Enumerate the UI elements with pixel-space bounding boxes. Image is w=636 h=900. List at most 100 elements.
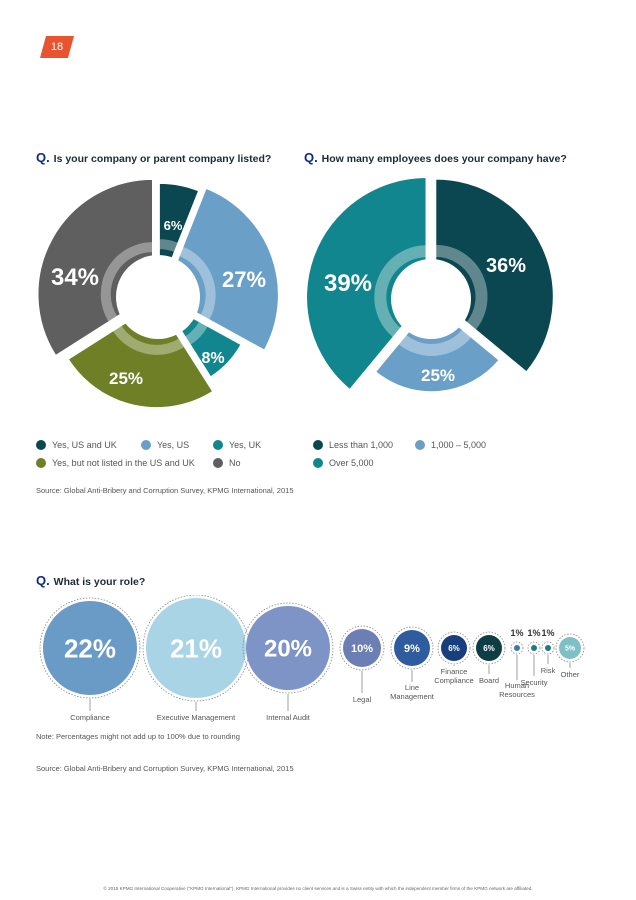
question-text: What is your role? (53, 576, 146, 588)
slice-wedge (374, 302, 501, 393)
bubble-dotted-ring (527, 641, 541, 655)
legend-swatch (415, 440, 425, 450)
page-badge-shape (40, 36, 74, 58)
bubble-value-label: 5% (565, 646, 576, 653)
legend-label: Yes, but not listed in the US and UK (52, 458, 195, 468)
role-bubble: 1% Risk (541, 628, 556, 675)
bubble-value-label: 10% (351, 643, 373, 655)
slice-wedge (67, 301, 214, 409)
question-text: How many employees does your company hav… (321, 153, 567, 165)
bubble-dotted-ring (437, 631, 471, 665)
pie-slice (67, 301, 214, 409)
legend-swatch (141, 440, 151, 450)
bubble-value-label: 21% (170, 633, 222, 663)
bubble-dotted-ring (39, 597, 141, 699)
legend-swatch (213, 458, 223, 468)
legend-item: Yes, US and UK (36, 440, 117, 450)
legend-item: Yes, US (141, 440, 189, 450)
bubble-category-label: Executive Management (157, 713, 236, 722)
bubble-value-label: 1% (510, 628, 523, 638)
bubble-category-label: Legal (353, 695, 372, 704)
role-bubble: 6% Finance Compliance (434, 631, 474, 685)
slice-wedge (305, 176, 428, 391)
legend-swatch (36, 458, 46, 468)
slice-value-label: 25% (421, 366, 455, 385)
bubble-circle (394, 630, 430, 666)
bubble-value-label: 9% (404, 643, 420, 655)
donut-hole (391, 259, 471, 339)
legend-item: No (213, 458, 241, 468)
bubble-category-label: Finance Compliance (434, 667, 474, 685)
slice-value-label: 25% (109, 369, 143, 388)
legend-item: Yes, UK (213, 440, 261, 450)
bubble-category-label: Other (561, 670, 580, 679)
legend-label: Less than 1,000 (329, 440, 394, 450)
legend-label: Yes, UK (229, 440, 262, 450)
legend-item: Over 5,000 (313, 458, 374, 468)
bubble-category-label: Compliance (70, 713, 110, 722)
bubble-circle (545, 645, 551, 651)
role-bubble: 1% Human Resources (499, 628, 535, 699)
rounding-note: Note: Percentages might not add up to 10… (36, 732, 240, 741)
bubble-value-label: 1% (541, 628, 554, 638)
role-bubble: 22% Compliance (39, 597, 141, 722)
question-employees: Q. How many employees does your company … (304, 150, 567, 165)
bubble-dotted-ring (339, 625, 385, 671)
bubble-dotted-ring (541, 641, 555, 655)
bubble-circle (559, 637, 581, 659)
bubble-dotted-ring (390, 626, 434, 670)
slice-wedge (434, 178, 555, 374)
bubble-circle (246, 606, 330, 690)
legend-label: No (229, 458, 241, 468)
employees-pie-chart: 36% 25% 39% (305, 176, 555, 393)
bubble-dotted-ring (472, 631, 506, 665)
pie-slice (374, 302, 501, 393)
bubble-dotted-ring (242, 602, 334, 694)
slice-value-label: 8% (201, 350, 224, 367)
bubble-dotted-ring (510, 641, 524, 655)
legend-label: Yes, US (157, 440, 190, 450)
donut-hole (116, 255, 200, 339)
role-bubble: 9% Line Management (390, 626, 435, 701)
role-bubble: 6% Board (472, 631, 506, 685)
slice-value-label: 34% (51, 264, 99, 291)
role-bubble: 10% Legal (339, 625, 385, 704)
role-bubble-chart: 22% Compliance 21% Executive Management 20% I… (39, 595, 585, 722)
listed-pie-chart: 6% 27% 8% 25% 34% (37, 178, 280, 409)
bubble-circle (531, 645, 537, 651)
slice-inner-ring (398, 329, 472, 356)
slice-inner-ring (435, 244, 488, 331)
slice-inner-ring (112, 325, 185, 355)
bubble-value-label: 22% (64, 633, 116, 663)
bubble-circle (343, 629, 381, 667)
legend-label: 1,000 – 5,000 (431, 440, 487, 450)
bubble-category-label: Risk (541, 666, 556, 675)
bubble-category-label: Security (520, 678, 547, 687)
legend-swatch (313, 458, 323, 468)
bubble-circle (43, 601, 137, 695)
slice-value-label: 27% (222, 267, 266, 292)
bubble-value-label: 6% (448, 644, 460, 653)
pie-slice (434, 178, 555, 374)
copyright-footer: © 2015 KPMG International Cooperative ("… (103, 886, 533, 891)
role-bubble: 1% Security (520, 628, 547, 687)
question-text: Is your company or parent company listed… (53, 153, 272, 165)
question-listed: Q. Is your company or parent company lis… (36, 150, 271, 165)
bubble-circle (476, 635, 502, 661)
question-role: Q. What is your role? (36, 573, 145, 588)
slice-value-label: 36% (486, 255, 526, 277)
question-mark: Q. (304, 150, 318, 165)
bubble-value-label: 6% (483, 644, 495, 653)
bubble-category-label: Board (479, 676, 499, 685)
bubble-category-label: Human Resources (499, 681, 535, 699)
page-number: 18 (50, 41, 64, 53)
role-bubble: 20% Internal Audit (242, 602, 334, 722)
legend-item: Less than 1,000 (313, 440, 393, 450)
slice-inner-ring (179, 246, 216, 321)
source-note-top: Source: Global Anti-Bribery and Corrupti… (36, 486, 294, 495)
role-bubble: 5% Other (555, 633, 585, 679)
bubble-dotted-ring (555, 633, 585, 663)
page-number-badge: 18 (40, 36, 74, 58)
role-bubble: 21% Executive Management (142, 595, 250, 722)
bubble-value-label: 1% (527, 628, 540, 638)
